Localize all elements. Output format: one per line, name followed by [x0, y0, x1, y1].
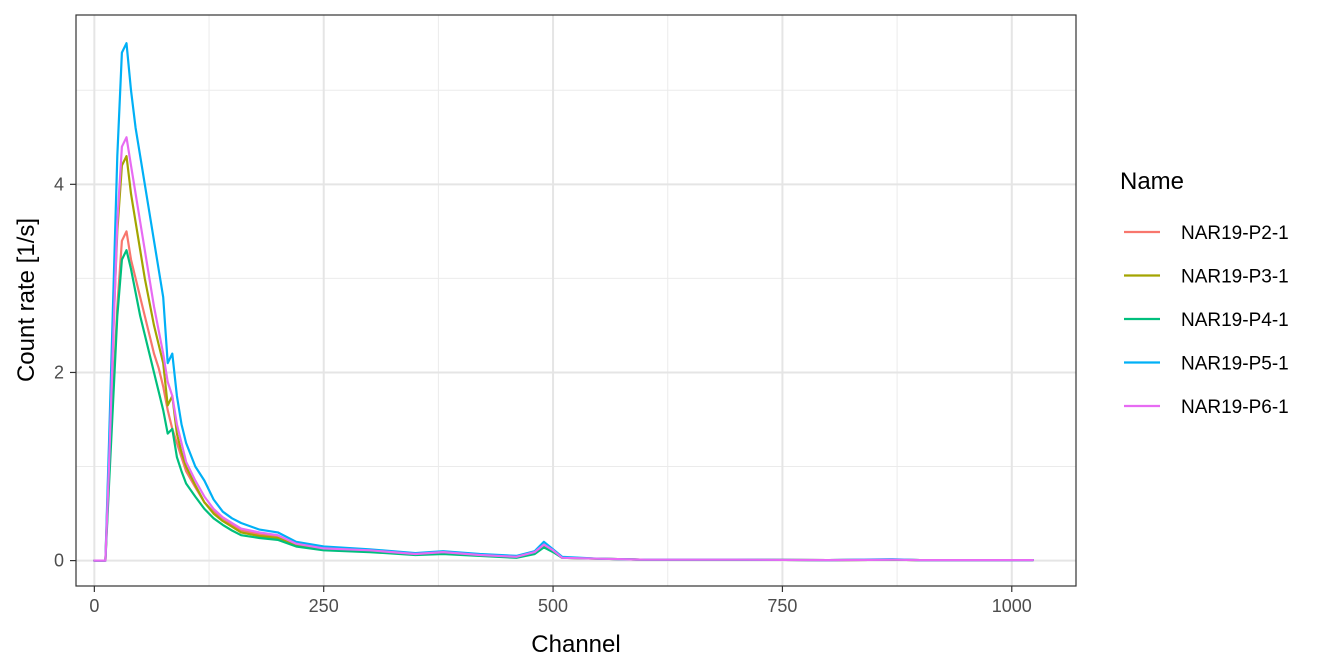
plot-panel-border — [75, 14, 1077, 587]
x-axis: 0 250 500 750 1000 — [89, 586, 1032, 616]
x-tick-label: 250 — [309, 596, 339, 616]
y-tick-label: 2 — [54, 362, 64, 382]
plot-background — [76, 15, 1076, 586]
legend: Name NAR19-P2-1 NAR19-P3-1 NAR19-P4-1 NAR19… — [1120, 168, 1289, 418]
x-tick-label: 1000 — [992, 596, 1032, 616]
legend-title: Name — [1120, 168, 1184, 195]
y-tick-label: 0 — [54, 551, 64, 571]
x-axis-title: Channel — [531, 631, 620, 658]
x-tick-label: 750 — [767, 596, 797, 616]
y-axis-title: Count rate [1/s] — [13, 218, 40, 382]
legend-label: NAR19-P3-1 — [1181, 267, 1289, 288]
legend-label: NAR19-P6-1 — [1181, 397, 1289, 418]
x-tick-label: 0 — [89, 596, 99, 616]
legend-label: NAR19-P4-1 — [1181, 310, 1289, 331]
x-tick-label: 500 — [538, 596, 568, 616]
series-line-nar19-p6-1 — [93, 136, 1035, 562]
legend-label: NAR19-P2-1 — [1181, 223, 1289, 244]
legend-label: NAR19-P5-1 — [1181, 354, 1289, 375]
y-tick-label: 4 — [54, 174, 64, 194]
minor-gridlines — [76, 15, 1076, 586]
series-lines — [93, 42, 1035, 562]
y-axis: 0 2 4 — [54, 174, 76, 571]
